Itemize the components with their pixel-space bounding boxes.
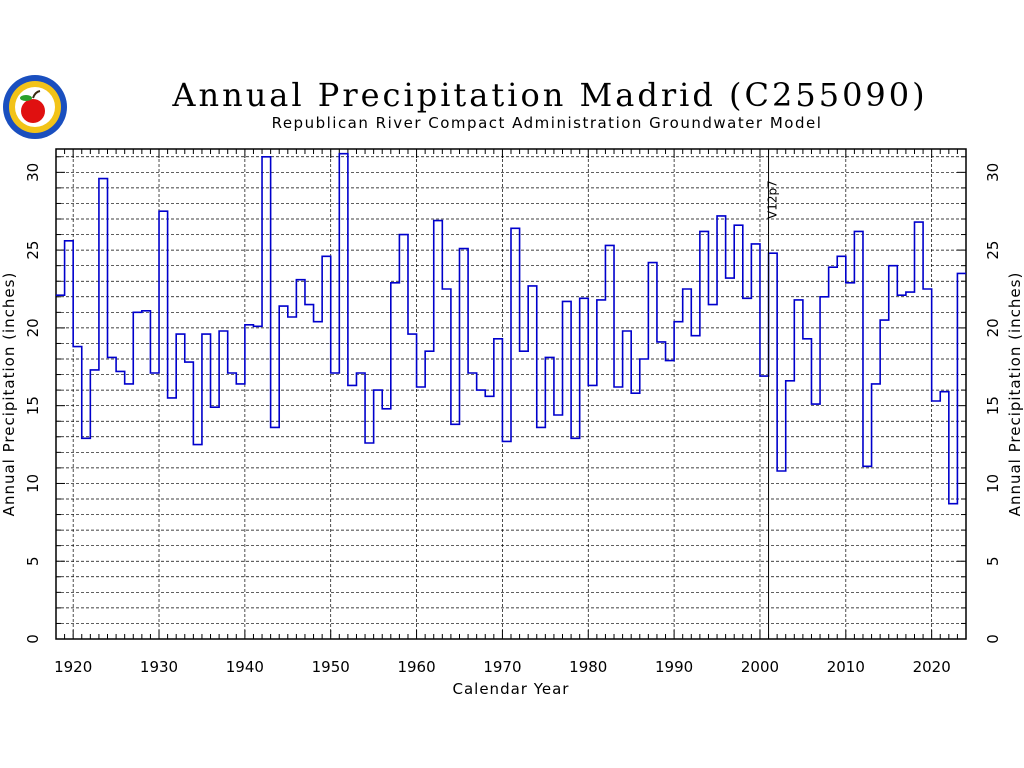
- y-tick-label-left: 25: [24, 241, 42, 260]
- x-tick-label: 1940: [226, 658, 264, 676]
- y-tick-label-right: 0: [984, 634, 1002, 644]
- y-axis-label-right: Annual Precipitation (inches): [1006, 272, 1024, 517]
- chart-title: Annual Precipitation Madrid (C255090): [172, 76, 928, 114]
- y-tick-label-right: 25: [984, 241, 1002, 260]
- y-tick-label-left: 10: [24, 474, 42, 493]
- x-tick-label: 1930: [140, 658, 178, 676]
- x-tick-label: 1960: [397, 658, 435, 676]
- rrca-logo: [2, 74, 68, 140]
- x-tick-label: 2010: [827, 658, 865, 676]
- y-tick-label-right: 10: [984, 474, 1002, 493]
- y-tick-label-left: 5: [24, 556, 42, 566]
- y-tick-label-right: 5: [984, 556, 1002, 566]
- version-marker-label: V12p7: [766, 180, 780, 219]
- y-tick-label-right: 30: [984, 163, 1002, 182]
- y-tick-label-right: 20: [984, 318, 1002, 337]
- x-tick-label: 1970: [483, 658, 521, 676]
- tick-labels: 1920 1930 1940 1950 1960 1970 1980 1990 2000 2010…: [24, 163, 1002, 676]
- x-tick-label: 2000: [741, 658, 779, 676]
- x-axis-label: Calendar Year: [453, 680, 570, 698]
- y-axis-label-left: Annual Precipitation (inches): [0, 272, 18, 517]
- y-tick-label-left: 30: [24, 163, 42, 182]
- y-tick-label-left: 15: [24, 396, 42, 415]
- precipitation-series: [56, 152, 966, 505]
- axis-ticks: [55, 149, 967, 640]
- y-tick-label-right: 15: [984, 396, 1002, 415]
- x-tick-label: 2020: [913, 658, 951, 676]
- y-tick-label-left: 20: [24, 318, 42, 337]
- x-tick-label: 1920: [54, 658, 92, 676]
- x-tick-label: 1980: [569, 658, 607, 676]
- x-tick-label: 1950: [312, 658, 350, 676]
- x-tick-label: 1990: [655, 658, 693, 676]
- y-tick-label-left: 0: [24, 634, 42, 644]
- chart-subtitle: Republican River Compact Administration …: [271, 114, 823, 132]
